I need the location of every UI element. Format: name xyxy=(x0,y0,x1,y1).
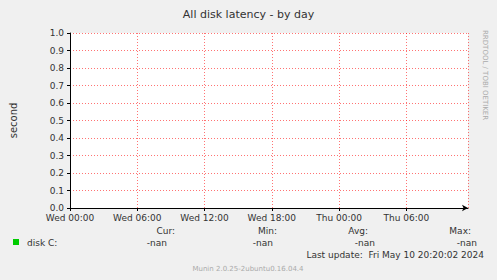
svg-text:RRDTOOL / TOBI OETIKER: RRDTOOL / TOBI OETIKER xyxy=(481,30,489,120)
svg-text:Wed 18:00: Wed 18:00 xyxy=(248,213,297,223)
svg-text:-nan: -nan xyxy=(457,238,477,248)
svg-text:Thu 00:00: Thu 00:00 xyxy=(315,213,362,223)
svg-text:All disk latency - by day: All disk latency - by day xyxy=(183,8,315,21)
svg-text:-nan: -nan xyxy=(253,238,273,248)
svg-text:0.8: 0.8 xyxy=(50,63,65,73)
svg-text:0.1: 0.1 xyxy=(50,186,64,196)
svg-text:0.7: 0.7 xyxy=(50,81,64,91)
svg-text:Cur:: Cur: xyxy=(156,226,175,236)
svg-text:-nan: -nan xyxy=(355,238,375,248)
svg-text:0.0: 0.0 xyxy=(50,203,65,213)
svg-text:1.0: 1.0 xyxy=(50,28,65,38)
svg-text:0.5: 0.5 xyxy=(50,116,64,126)
svg-text:disk C:: disk C: xyxy=(27,238,57,248)
svg-text:second: second xyxy=(8,103,19,139)
svg-text:Min:: Min: xyxy=(258,226,277,236)
svg-text:Last update: Fri May 10 20:20: Last update: Fri May 10 20:20:02 2024 xyxy=(306,250,484,260)
svg-text:Wed 06:00: Wed 06:00 xyxy=(113,213,162,223)
svg-text:Munin 2.0.25-2ubuntu0.16.04.4: Munin 2.0.25-2ubuntu0.16.04.4 xyxy=(192,265,304,273)
svg-text:Max:: Max: xyxy=(449,226,471,236)
svg-text:0.2: 0.2 xyxy=(50,168,64,178)
svg-text:Wed 00:00: Wed 00:00 xyxy=(46,213,95,223)
svg-text:-nan: -nan xyxy=(147,238,167,248)
svg-text:Thu 06:00: Thu 06:00 xyxy=(382,213,429,223)
svg-text:Avg:: Avg: xyxy=(348,226,368,236)
svg-text:0.4: 0.4 xyxy=(50,133,65,143)
svg-text:0.6: 0.6 xyxy=(50,98,65,108)
svg-text:Wed 12:00: Wed 12:00 xyxy=(180,213,229,223)
svg-text:0.9: 0.9 xyxy=(50,46,65,56)
svg-text:0.3: 0.3 xyxy=(50,151,64,161)
